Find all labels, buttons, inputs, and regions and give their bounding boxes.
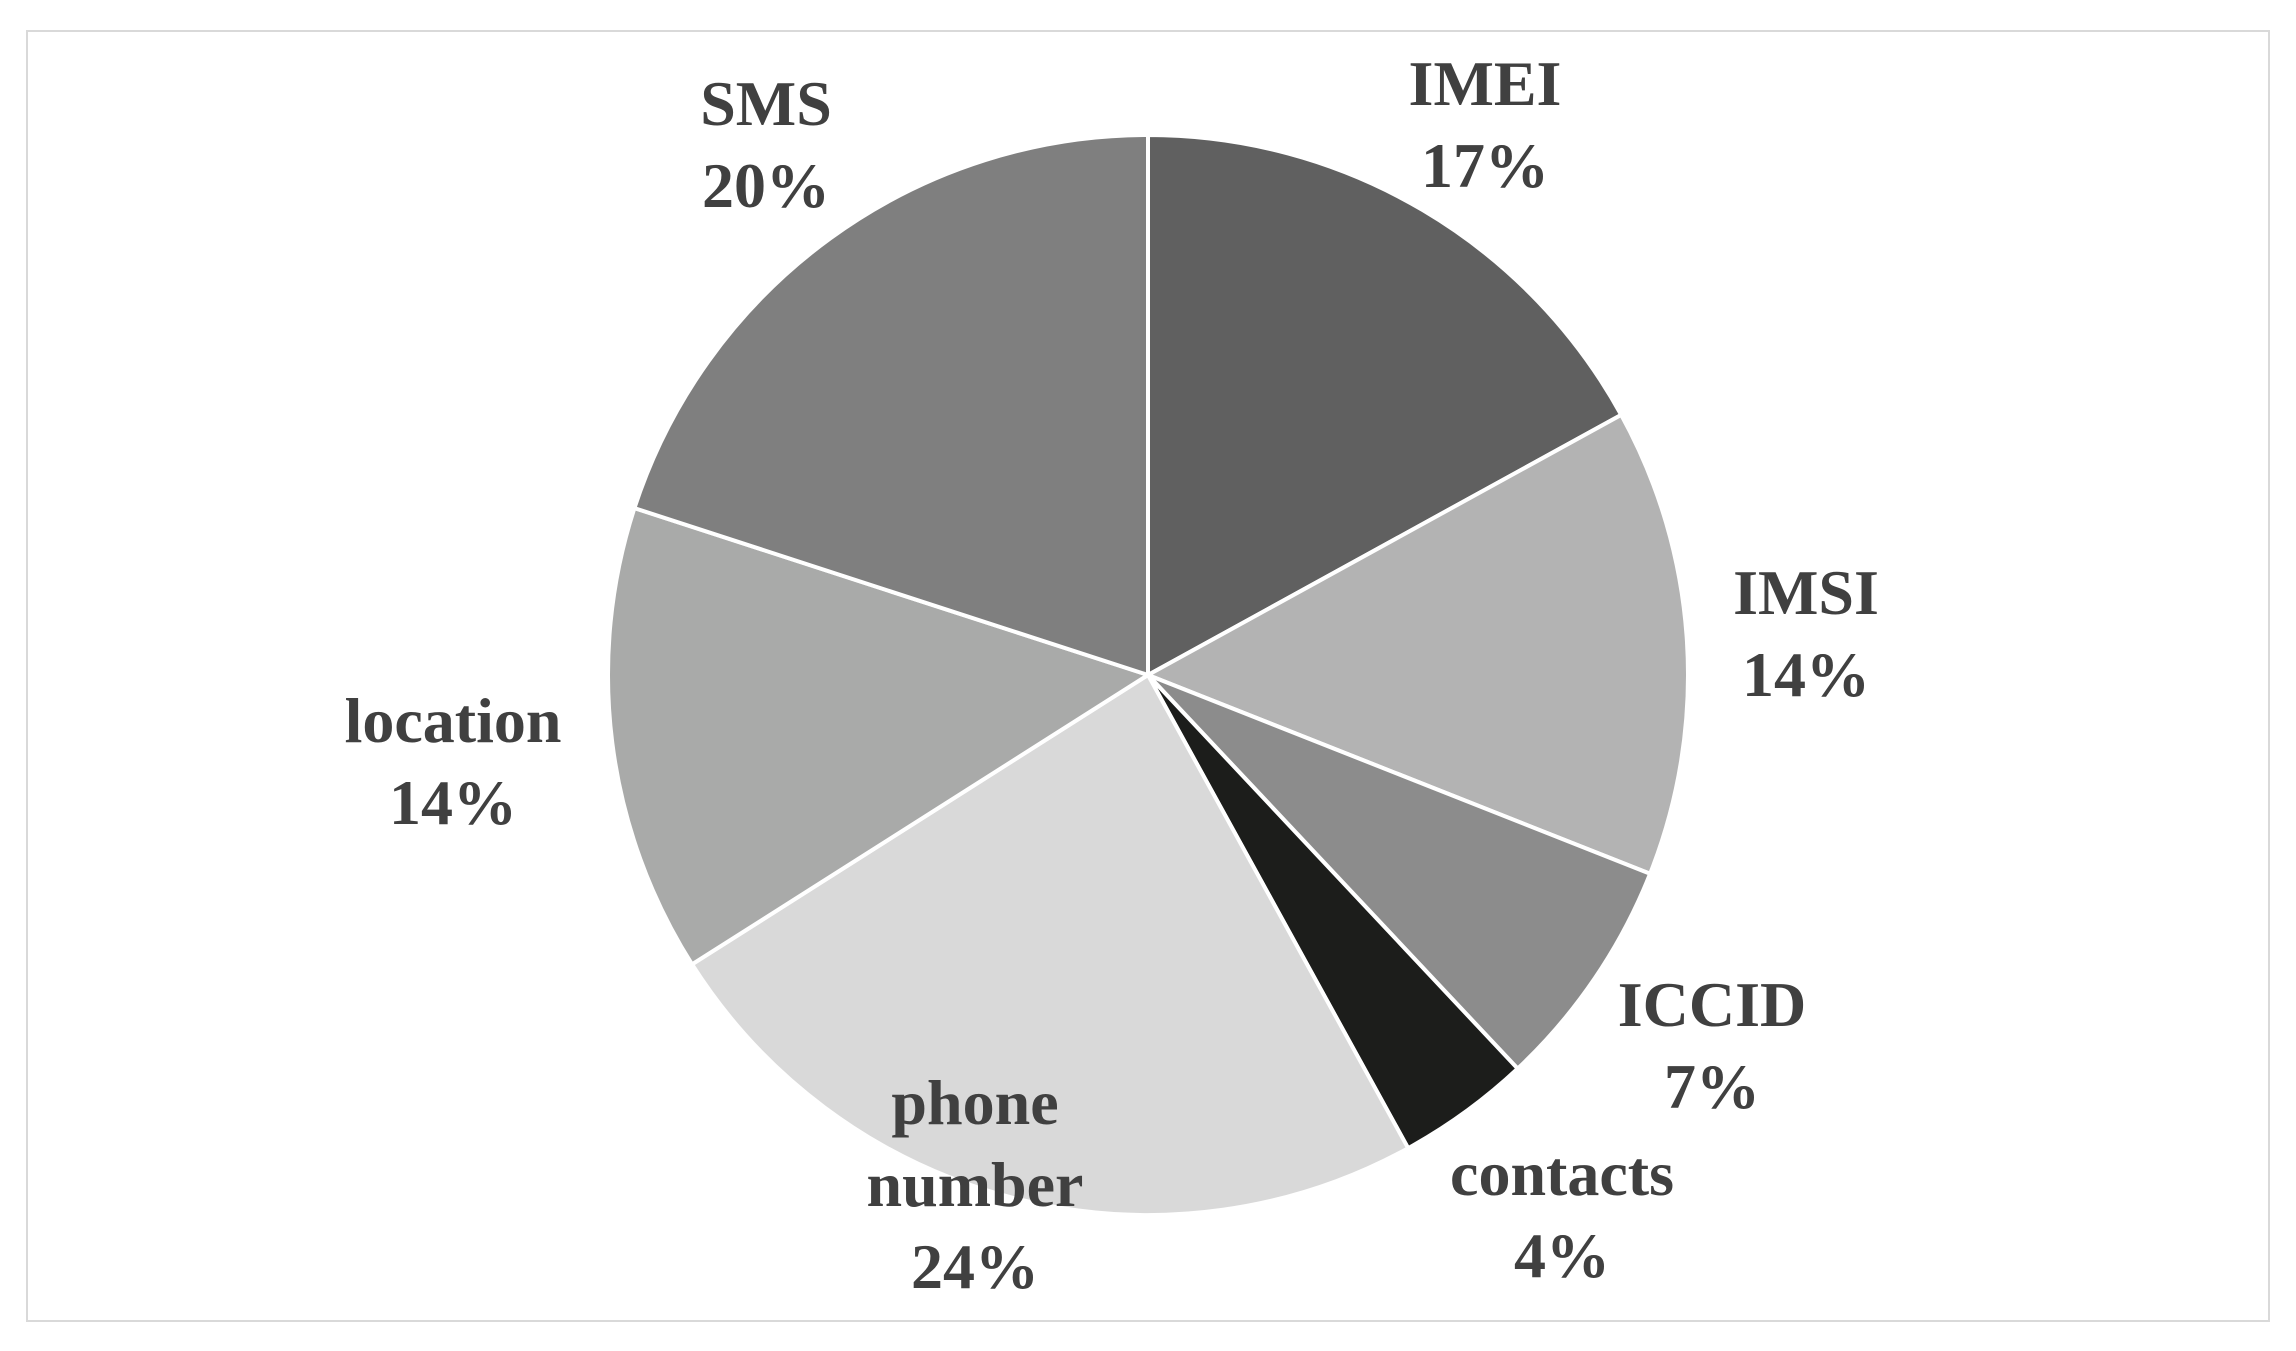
slice-category-label: SMS — [700, 68, 832, 139]
slice-category-label: phone — [891, 1067, 1058, 1138]
slice-value-label: 24% — [911, 1231, 1039, 1302]
slice-category-label: ICCID — [1618, 969, 1806, 1040]
slice-category-label: IMEI — [1409, 48, 1562, 119]
slice-category-label: number — [867, 1149, 1084, 1220]
slice-value-label: 7% — [1664, 1051, 1760, 1122]
slice-label-phone-number: phone number 24% — [867, 1067, 1084, 1302]
slice-value-label: 4% — [1514, 1220, 1610, 1291]
slice-category-label: location — [345, 685, 562, 756]
pie-slice-sms — [632, 133, 1150, 677]
slice-value-label: 17% — [1421, 130, 1549, 201]
slice-category-label: contacts — [1450, 1138, 1674, 1209]
pie-slice-phone-number — [690, 673, 1411, 1217]
slice-label-sms: SMS 20% — [700, 68, 832, 221]
pie-slice-iccid — [1146, 673, 1653, 1071]
pie-slices — [606, 133, 1690, 1217]
slice-value-label: 20% — [702, 150, 830, 221]
slice-label-contacts: contacts 4% — [1450, 1138, 1674, 1291]
pie-slice-imsi — [1146, 412, 1690, 876]
slice-label-iccid: ICCID 7% — [1618, 969, 1806, 1122]
pie-slice-location — [606, 506, 1150, 967]
slice-value-label: 14% — [389, 767, 517, 838]
slice-label-imsi: IMSI 14% — [1733, 557, 1879, 710]
slice-label-imei: IMEI 17% — [1409, 48, 1562, 201]
slice-category-label: IMSI — [1733, 557, 1879, 628]
pie-labels: IMEI 17% IMSI 14% ICCID 7% contacts 4% phone numb… — [345, 48, 1879, 1302]
slice-value-label: 14% — [1742, 639, 1870, 710]
slice-label-location: location 14% — [345, 685, 562, 838]
pie-slice-imei — [1146, 133, 1624, 677]
